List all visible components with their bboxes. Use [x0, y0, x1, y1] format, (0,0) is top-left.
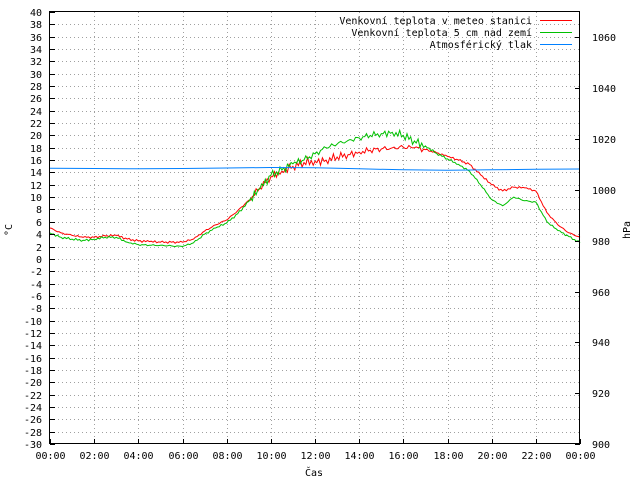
- y-tick-label: 2: [36, 243, 42, 254]
- y2-tick-label: 1000: [592, 186, 616, 197]
- x-tick-label: 12:00: [300, 451, 330, 462]
- x-tick-label: 18:00: [433, 451, 463, 462]
- y2-tick-label: 940: [592, 338, 610, 349]
- series-line-3: [49, 166, 581, 171]
- y-tick-label: 4: [36, 230, 42, 241]
- y2-tick-label: 980: [592, 237, 610, 248]
- x-axis-label: Čas: [305, 466, 323, 479]
- y-tick-label: 40: [30, 8, 42, 19]
- y2-tick-label: 900: [592, 440, 610, 451]
- y-axis-label: °C: [4, 224, 15, 236]
- y-tick-label: 24: [30, 107, 42, 118]
- x-tick-label: 16:00: [388, 451, 418, 462]
- x-tick-label: 20:00: [477, 451, 507, 462]
- y-tick-label: 30: [30, 70, 42, 81]
- x-tick-label: 22:00: [521, 451, 551, 462]
- y-tick-label: 6: [36, 218, 42, 229]
- y-tick-label: 20: [30, 131, 42, 142]
- y-tick-label: 10: [30, 193, 42, 204]
- series-line-1: [49, 144, 581, 244]
- legend-label: Venkovní teplota v meteo stanici: [339, 15, 532, 27]
- y-tick-label: -30: [24, 440, 42, 451]
- y-tick-label: -26: [24, 415, 42, 426]
- y2-tick-label: 1060: [592, 33, 616, 44]
- x-tick-label: 14:00: [344, 451, 374, 462]
- y2-tick-label: 1020: [592, 135, 616, 146]
- x-tick-label: 02:00: [79, 451, 109, 462]
- y-tick-label: 8: [36, 205, 42, 216]
- y-tick-label: 32: [30, 57, 42, 68]
- plot-series: [49, 128, 581, 248]
- y-tick-label: -4: [30, 280, 42, 291]
- y-tick-label: -24: [24, 403, 42, 414]
- x-tick-label: 04:00: [123, 451, 153, 462]
- y-tick-label: 0: [36, 255, 42, 266]
- y-tick-label: 12: [30, 181, 42, 192]
- y-tick-label: -10: [24, 317, 42, 328]
- series-line-2: [49, 128, 581, 248]
- y-tick-label: -8: [30, 304, 42, 315]
- y-tick-label: 36: [30, 33, 42, 44]
- y-tick-label: -14: [24, 341, 42, 352]
- legend-label: Venkovní teplota 5 cm nad zemí: [351, 27, 532, 39]
- y-tick-label: -12: [24, 329, 42, 340]
- x-tick-label: 06:00: [168, 451, 198, 462]
- legend-label: Atmosférický tlak: [430, 39, 532, 51]
- y-tick-label: 26: [30, 94, 42, 105]
- axes: [49, 11, 581, 445]
- y-tick-label: 28: [30, 82, 42, 93]
- y2-tick-label: 1040: [592, 84, 616, 95]
- y-tick-label: 38: [30, 20, 42, 31]
- x-tick-label: 00:00: [565, 451, 595, 462]
- y-tick-label: -2: [30, 267, 42, 278]
- y-tick-label: -18: [24, 366, 42, 377]
- y2-tick-label: 920: [592, 389, 610, 400]
- y-tick-label: 14: [30, 168, 42, 179]
- x-tick-label: 10:00: [256, 451, 286, 462]
- y-tick-label: -6: [30, 292, 42, 303]
- y-tick-label: -22: [24, 391, 42, 402]
- y-tick-label: -16: [24, 354, 42, 365]
- y-tick-label: 22: [30, 119, 42, 130]
- legend: Venkovní teplota v meteo staniciVenkovní…: [339, 15, 572, 51]
- y-tick-label: -28: [24, 428, 42, 439]
- grid: [50, 12, 580, 444]
- plot-frame: [49, 11, 580, 444]
- tick-labels: -30-28-26-24-22-20-18-16-14-12-10-8-6-4-…: [24, 8, 616, 462]
- y2-tick-label: 960: [592, 288, 610, 299]
- x-tick-label: 00:00: [35, 451, 65, 462]
- y-tick-label: -20: [24, 378, 42, 389]
- x-tick-label: 08:00: [212, 451, 242, 462]
- y2-axis-label: hPa: [622, 221, 633, 239]
- y-tick-label: 16: [30, 156, 42, 167]
- y-tick-label: 34: [30, 45, 42, 56]
- y-tick-label: 18: [30, 144, 42, 155]
